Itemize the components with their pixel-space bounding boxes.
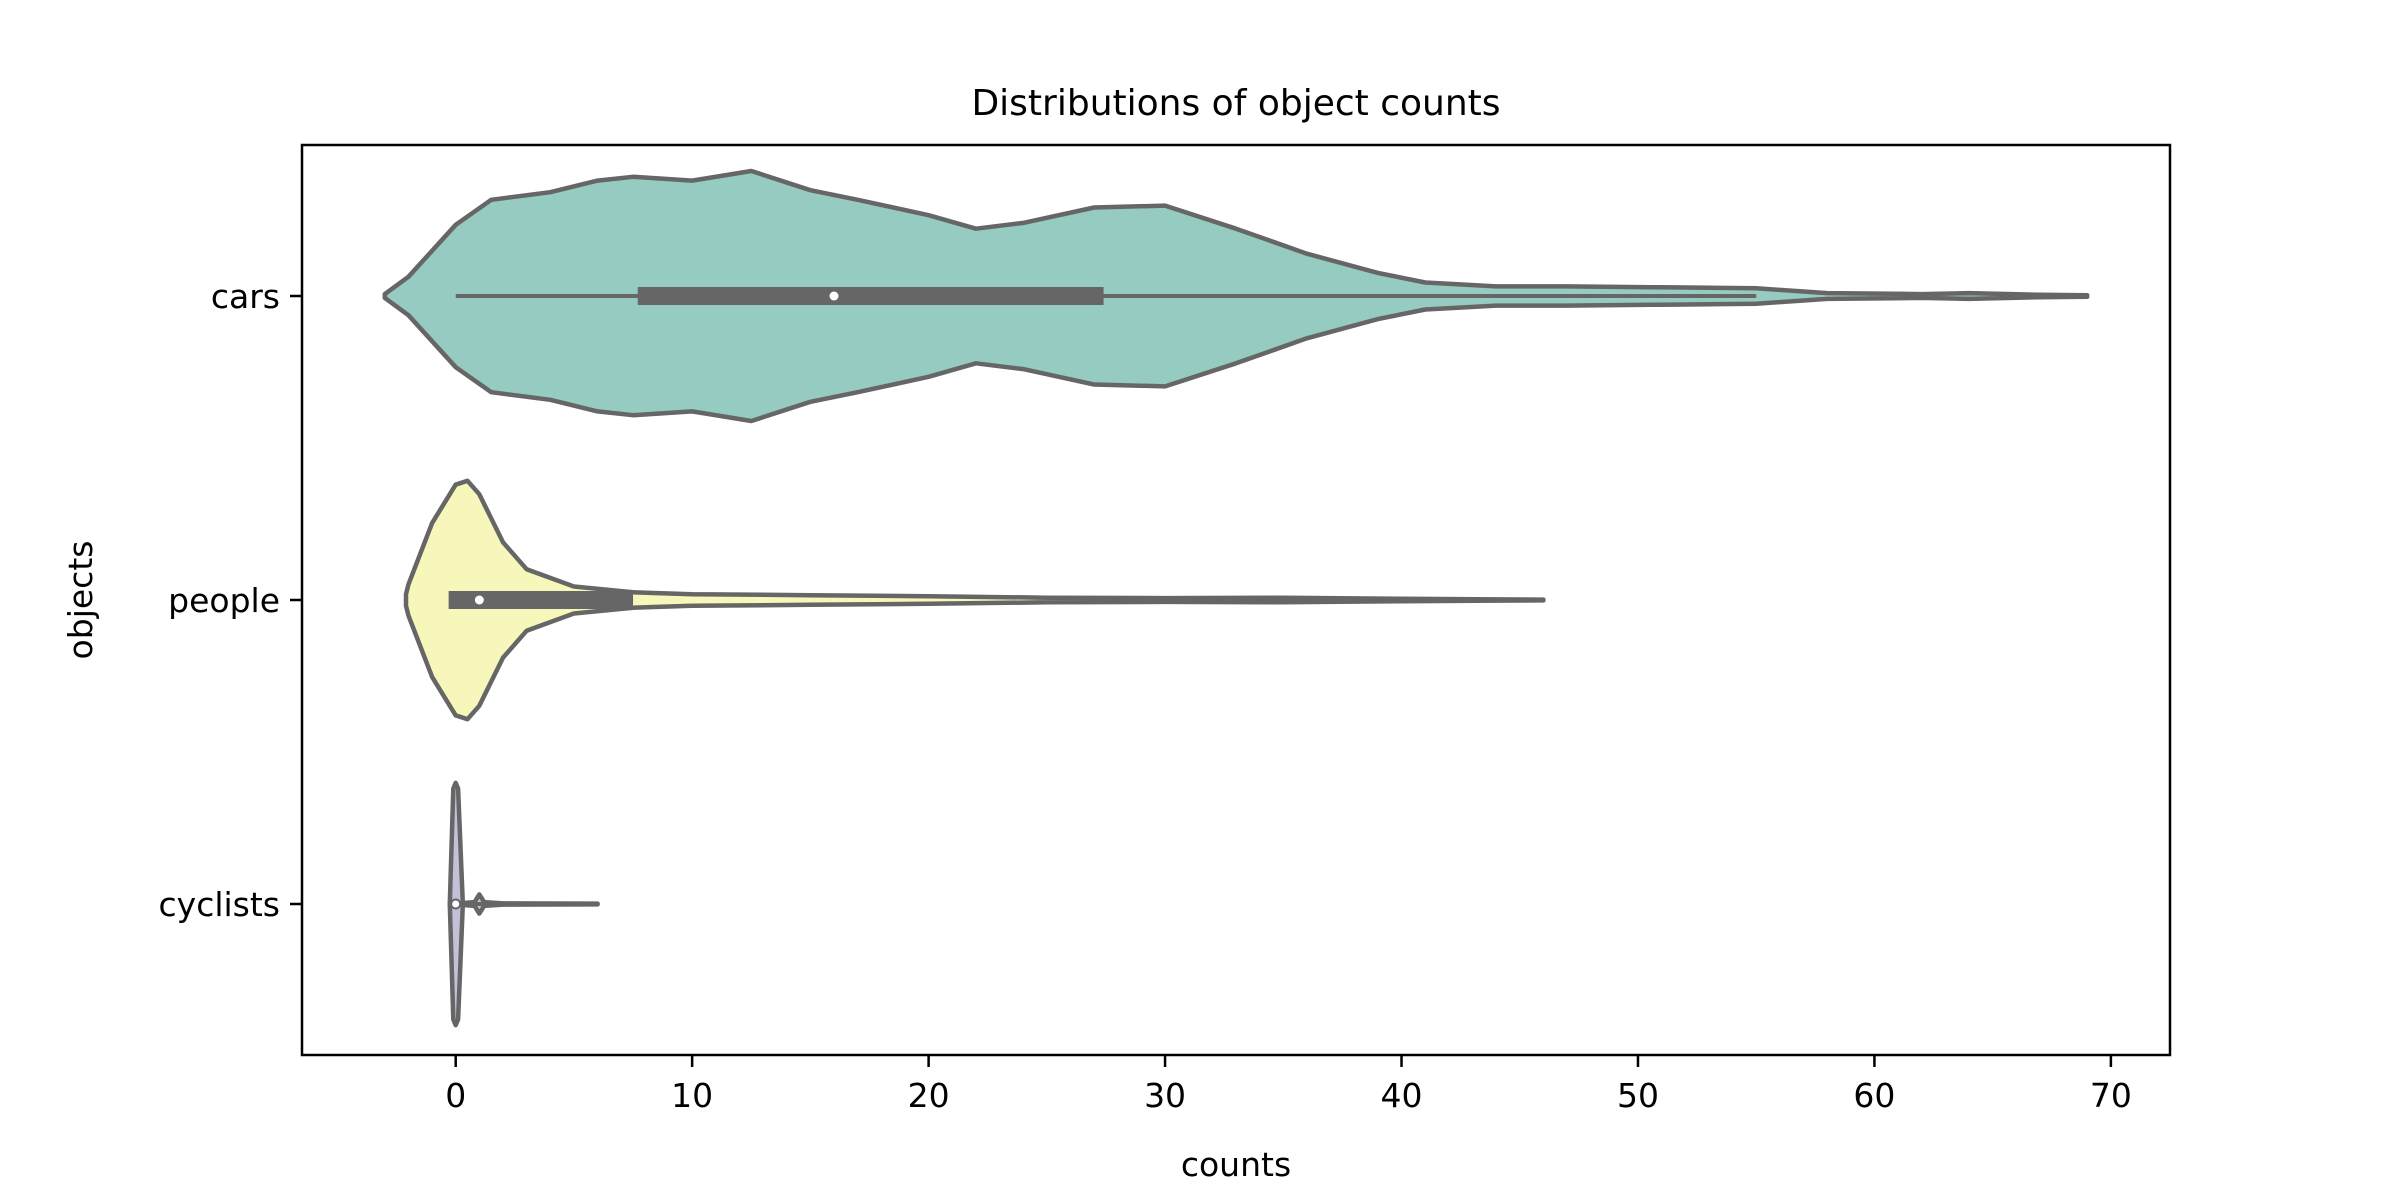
median-dot-cars [829, 291, 839, 301]
y-axis-ticks: cars people cyclists [159, 277, 302, 924]
x-tick-label: 10 [671, 1076, 713, 1115]
iqr-box-cars [637, 287, 1104, 305]
x-tick-label: 50 [1617, 1076, 1659, 1115]
boxplot-layer [448, 287, 1757, 910]
x-tick-label: 40 [1381, 1076, 1423, 1115]
x-tick-label: 60 [1853, 1076, 1895, 1115]
x-tick-label: 20 [908, 1076, 950, 1115]
median-dot-people [474, 595, 484, 605]
chart-title: Distributions of object counts [971, 83, 1500, 124]
x-tick-label: 30 [1144, 1076, 1186, 1115]
x-axis-label: counts [1181, 1145, 1291, 1184]
y-tick-label-cyclists: cyclists [159, 885, 280, 924]
x-tick-label: 0 [445, 1076, 466, 1115]
violin-people [403, 478, 1546, 722]
x-tick-label: 70 [2090, 1076, 2132, 1115]
x-axis-ticks: 0 10 20 30 40 50 60 70 [445, 1055, 2132, 1115]
iqr-box-people [448, 591, 634, 609]
median-dot-cyclists [450, 898, 462, 910]
y-tick-label-people: people [168, 581, 280, 620]
y-axis-label: objects [61, 541, 100, 660]
y-tick-label-cars: cars [211, 277, 280, 316]
